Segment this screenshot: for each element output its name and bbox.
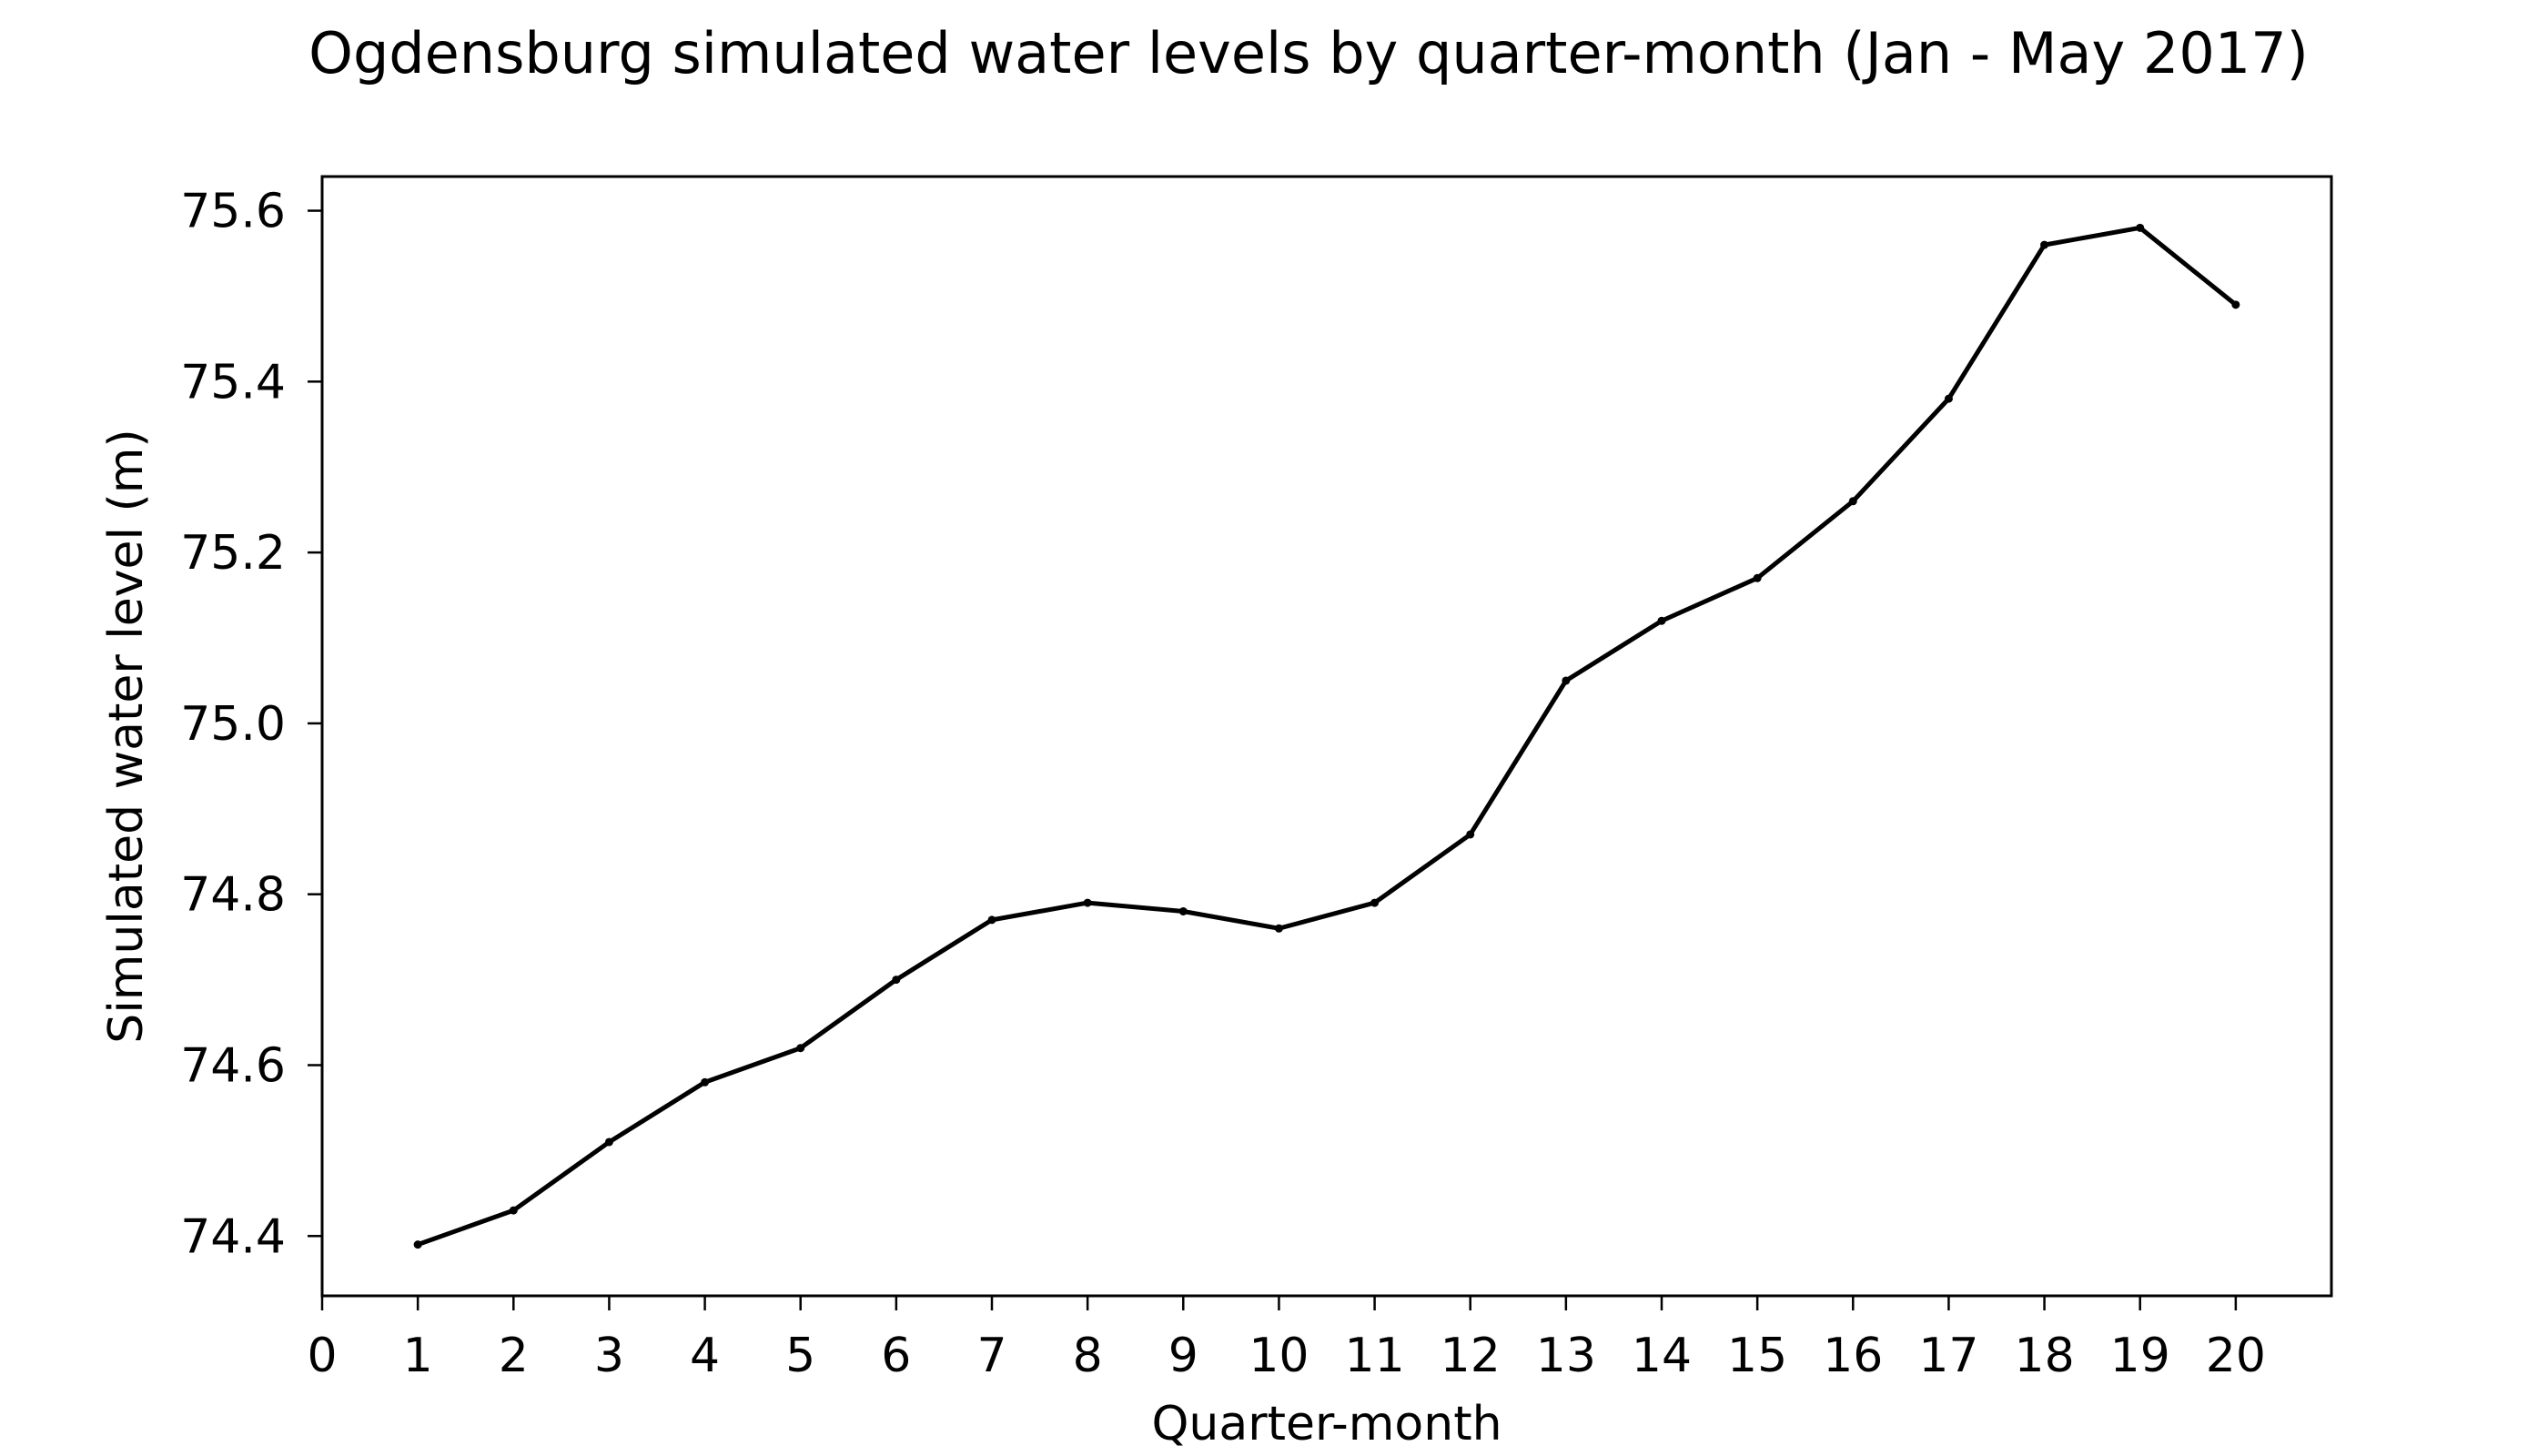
data-point bbox=[1944, 394, 1953, 403]
x-tick-label: 8 bbox=[1073, 1329, 1103, 1383]
y-tick-label: 75.4 bbox=[180, 355, 286, 410]
x-tick-label: 10 bbox=[1249, 1329, 1309, 1383]
x-axis-label: Quarter-month bbox=[1151, 1397, 1502, 1451]
data-point bbox=[701, 1077, 710, 1087]
data-point bbox=[796, 1044, 805, 1053]
x-tick-label: 2 bbox=[499, 1329, 529, 1383]
data-point bbox=[1753, 573, 1762, 582]
y-tick-label: 75.2 bbox=[180, 526, 286, 581]
x-tick-label: 15 bbox=[1727, 1329, 1787, 1383]
data-point bbox=[2040, 240, 2049, 249]
data-point bbox=[1466, 830, 1475, 839]
x-tick-label: 6 bbox=[881, 1329, 911, 1383]
x-tick-label: 5 bbox=[785, 1329, 815, 1383]
plot-frame bbox=[320, 175, 2333, 1298]
plot-area bbox=[413, 223, 2240, 1249]
y-tick-label: 74.6 bbox=[180, 1038, 286, 1093]
y-axis: 74.4 74.6 74.8 75.0 75.2 75.4 75.6 bbox=[180, 185, 322, 1264]
y-tick-label: 74.8 bbox=[180, 868, 286, 923]
x-tick-label: 17 bbox=[1918, 1329, 1978, 1383]
data-point bbox=[413, 1240, 422, 1249]
y-tick-label: 74.4 bbox=[180, 1209, 286, 1264]
data-point bbox=[1848, 497, 1857, 506]
data-point bbox=[2231, 300, 2240, 309]
x-tick-label: 7 bbox=[976, 1329, 1006, 1383]
data-point bbox=[1370, 898, 1380, 907]
x-tick-label: 0 bbox=[307, 1329, 337, 1383]
x-tick-label: 14 bbox=[1632, 1329, 1692, 1383]
data-point bbox=[1562, 676, 1571, 685]
data-point bbox=[2136, 223, 2145, 232]
data-point bbox=[1083, 898, 1092, 907]
data-point bbox=[509, 1206, 518, 1215]
x-tick-label: 13 bbox=[1536, 1329, 1596, 1383]
data-point bbox=[987, 915, 996, 925]
series-line bbox=[415, 225, 2239, 1248]
y-axis-label: Simulated water level (m) bbox=[99, 429, 154, 1043]
data-point bbox=[892, 976, 901, 985]
x-tick-label: 3 bbox=[594, 1329, 624, 1383]
data-point bbox=[1178, 906, 1188, 915]
data-point bbox=[1274, 924, 1283, 933]
x-tick-label: 19 bbox=[2110, 1329, 2170, 1383]
x-axis: 0 1 2 3 4 5 6 7 8 9 10 11 12 13 14 15 16 17 18 19 20 bbox=[307, 1296, 2266, 1383]
x-tick-label: 9 bbox=[1168, 1329, 1198, 1383]
data-point bbox=[604, 1138, 613, 1147]
chart-title: Ogdensburg simulated water levels by qua… bbox=[308, 20, 2309, 86]
x-tick-label: 11 bbox=[1344, 1329, 1404, 1383]
x-tick-label: 4 bbox=[690, 1329, 720, 1383]
x-tick-label: 12 bbox=[1441, 1329, 1501, 1383]
x-tick-label: 16 bbox=[1823, 1329, 1883, 1383]
x-tick-label: 18 bbox=[2014, 1329, 2074, 1383]
x-tick-label: 1 bbox=[403, 1329, 433, 1383]
y-tick-label: 75.6 bbox=[180, 185, 286, 239]
y-tick-label: 75.0 bbox=[180, 697, 286, 752]
x-tick-label: 20 bbox=[2206, 1329, 2266, 1383]
data-point bbox=[1657, 616, 1666, 625]
